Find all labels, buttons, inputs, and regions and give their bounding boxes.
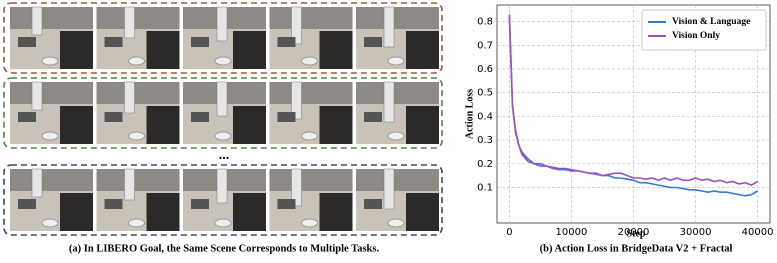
- scene-plate: [214, 131, 232, 141]
- scene-wall: [10, 82, 93, 104]
- scene-cabinet: [319, 193, 353, 231]
- scene-cabinet: [406, 193, 439, 231]
- y-tick-label: 0.4: [477, 111, 493, 122]
- scene-stove: [191, 199, 209, 209]
- series-line: [508, 14, 759, 197]
- scene-wall: [269, 82, 353, 104]
- scene-wall: [10, 7, 93, 29]
- y-tick-label: 0.3: [477, 135, 493, 146]
- scene-robot: [216, 81, 228, 117]
- ellipsis: ...: [219, 148, 230, 163]
- scene-stove: [364, 199, 382, 209]
- task-group-frame: [3, 2, 443, 74]
- x-tick-label: 10000: [556, 227, 588, 238]
- scene-robot: [124, 168, 135, 201]
- scene-plate: [41, 218, 59, 228]
- scene-cabinet: [406, 31, 439, 69]
- x-tick-label: 0: [506, 227, 512, 238]
- scene-plate: [387, 218, 405, 228]
- scene-stove: [104, 112, 123, 122]
- scene-stove: [364, 112, 382, 122]
- y-tick-label: 0.5: [477, 88, 493, 99]
- y-tick-label: 0.1: [477, 182, 493, 193]
- scene-cabinet: [146, 193, 180, 231]
- x-tick-label: 40000: [742, 227, 774, 238]
- scene-plate: [387, 56, 405, 66]
- scene-robot: [124, 81, 135, 114]
- y-axis-label: Action Loss: [464, 89, 475, 139]
- scene-wall: [96, 169, 180, 191]
- y-tick-label: 0.7: [477, 40, 493, 51]
- scene-cabinet: [60, 193, 93, 231]
- scene-plate: [214, 218, 232, 228]
- scene-plate: [301, 218, 318, 228]
- scene-stove: [277, 37, 296, 47]
- scene-plate: [41, 56, 59, 66]
- scene-robot: [383, 168, 395, 210]
- scene-stove: [104, 199, 123, 209]
- scene-robot: [31, 168, 43, 198]
- scene-robot: [216, 168, 228, 204]
- scene-robot: [383, 81, 395, 123]
- left-caption: (a) In LIBERO Goal, the Same Scene Corre…: [69, 243, 380, 254]
- scene-stove: [191, 112, 209, 122]
- y-tick-label: 0.6: [477, 64, 493, 75]
- scene-wall: [96, 82, 180, 104]
- scene-robot: [291, 81, 302, 120]
- scene-cabinet: [60, 31, 93, 69]
- scene-cabinet: [233, 31, 266, 69]
- scene-cabinet: [319, 31, 353, 69]
- scene-wall: [356, 7, 439, 29]
- scene-plate: [301, 131, 318, 141]
- scene-wall: [269, 169, 353, 191]
- scene-stove: [364, 37, 382, 47]
- scene-wall: [96, 7, 180, 29]
- scene-cabinet: [319, 106, 353, 144]
- scene-wall: [10, 169, 93, 191]
- scene-wall: [356, 82, 439, 104]
- chart-caption: (b) Action Loss in BridgeData V2 + Fract…: [540, 243, 733, 254]
- scene-stove: [191, 37, 209, 47]
- scene-plate: [41, 131, 59, 141]
- scene-stove: [104, 37, 123, 47]
- scene-wall: [269, 7, 353, 29]
- scene-plate: [214, 56, 232, 66]
- scene-plate: [128, 131, 145, 141]
- y-tick-label: 0.8: [477, 17, 493, 28]
- scene-cabinet: [146, 106, 180, 144]
- scene-cabinet: [60, 106, 93, 144]
- scene-stove: [18, 199, 36, 209]
- x-axis-label: Step: [627, 228, 646, 239]
- scene-robot: [291, 168, 302, 207]
- scene-plate: [128, 218, 145, 228]
- x-tick-label: 20000: [618, 227, 650, 238]
- legend-box: [641, 9, 767, 51]
- scene-cabinet: [233, 193, 266, 231]
- task-group-frame: [3, 164, 443, 236]
- y-tick-label: 0.2: [477, 159, 493, 170]
- scene-robot: [31, 81, 43, 111]
- scene-stove: [18, 112, 36, 122]
- scene-robot: [383, 6, 395, 48]
- task-group-frame: [3, 77, 443, 149]
- scene-stove: [277, 199, 296, 209]
- scene-stove: [18, 37, 36, 47]
- x-tick-label: 30000: [680, 227, 712, 238]
- scene-robot: [216, 6, 228, 42]
- legend-label: Vision & Language: [672, 17, 750, 27]
- scene-plate: [128, 56, 145, 66]
- scene-robot: [291, 6, 302, 45]
- scene-plate: [301, 56, 318, 66]
- scene-robot: [124, 6, 135, 39]
- scene-stove: [277, 112, 296, 122]
- scene-plate: [387, 131, 405, 141]
- scene-cabinet: [146, 31, 180, 69]
- scene-wall: [356, 169, 439, 191]
- series-line: [508, 16, 759, 186]
- scene-cabinet: [233, 106, 266, 144]
- scene-robot: [31, 6, 43, 36]
- legend-label: Vision Only: [672, 31, 720, 41]
- scene-cabinet: [406, 106, 439, 144]
